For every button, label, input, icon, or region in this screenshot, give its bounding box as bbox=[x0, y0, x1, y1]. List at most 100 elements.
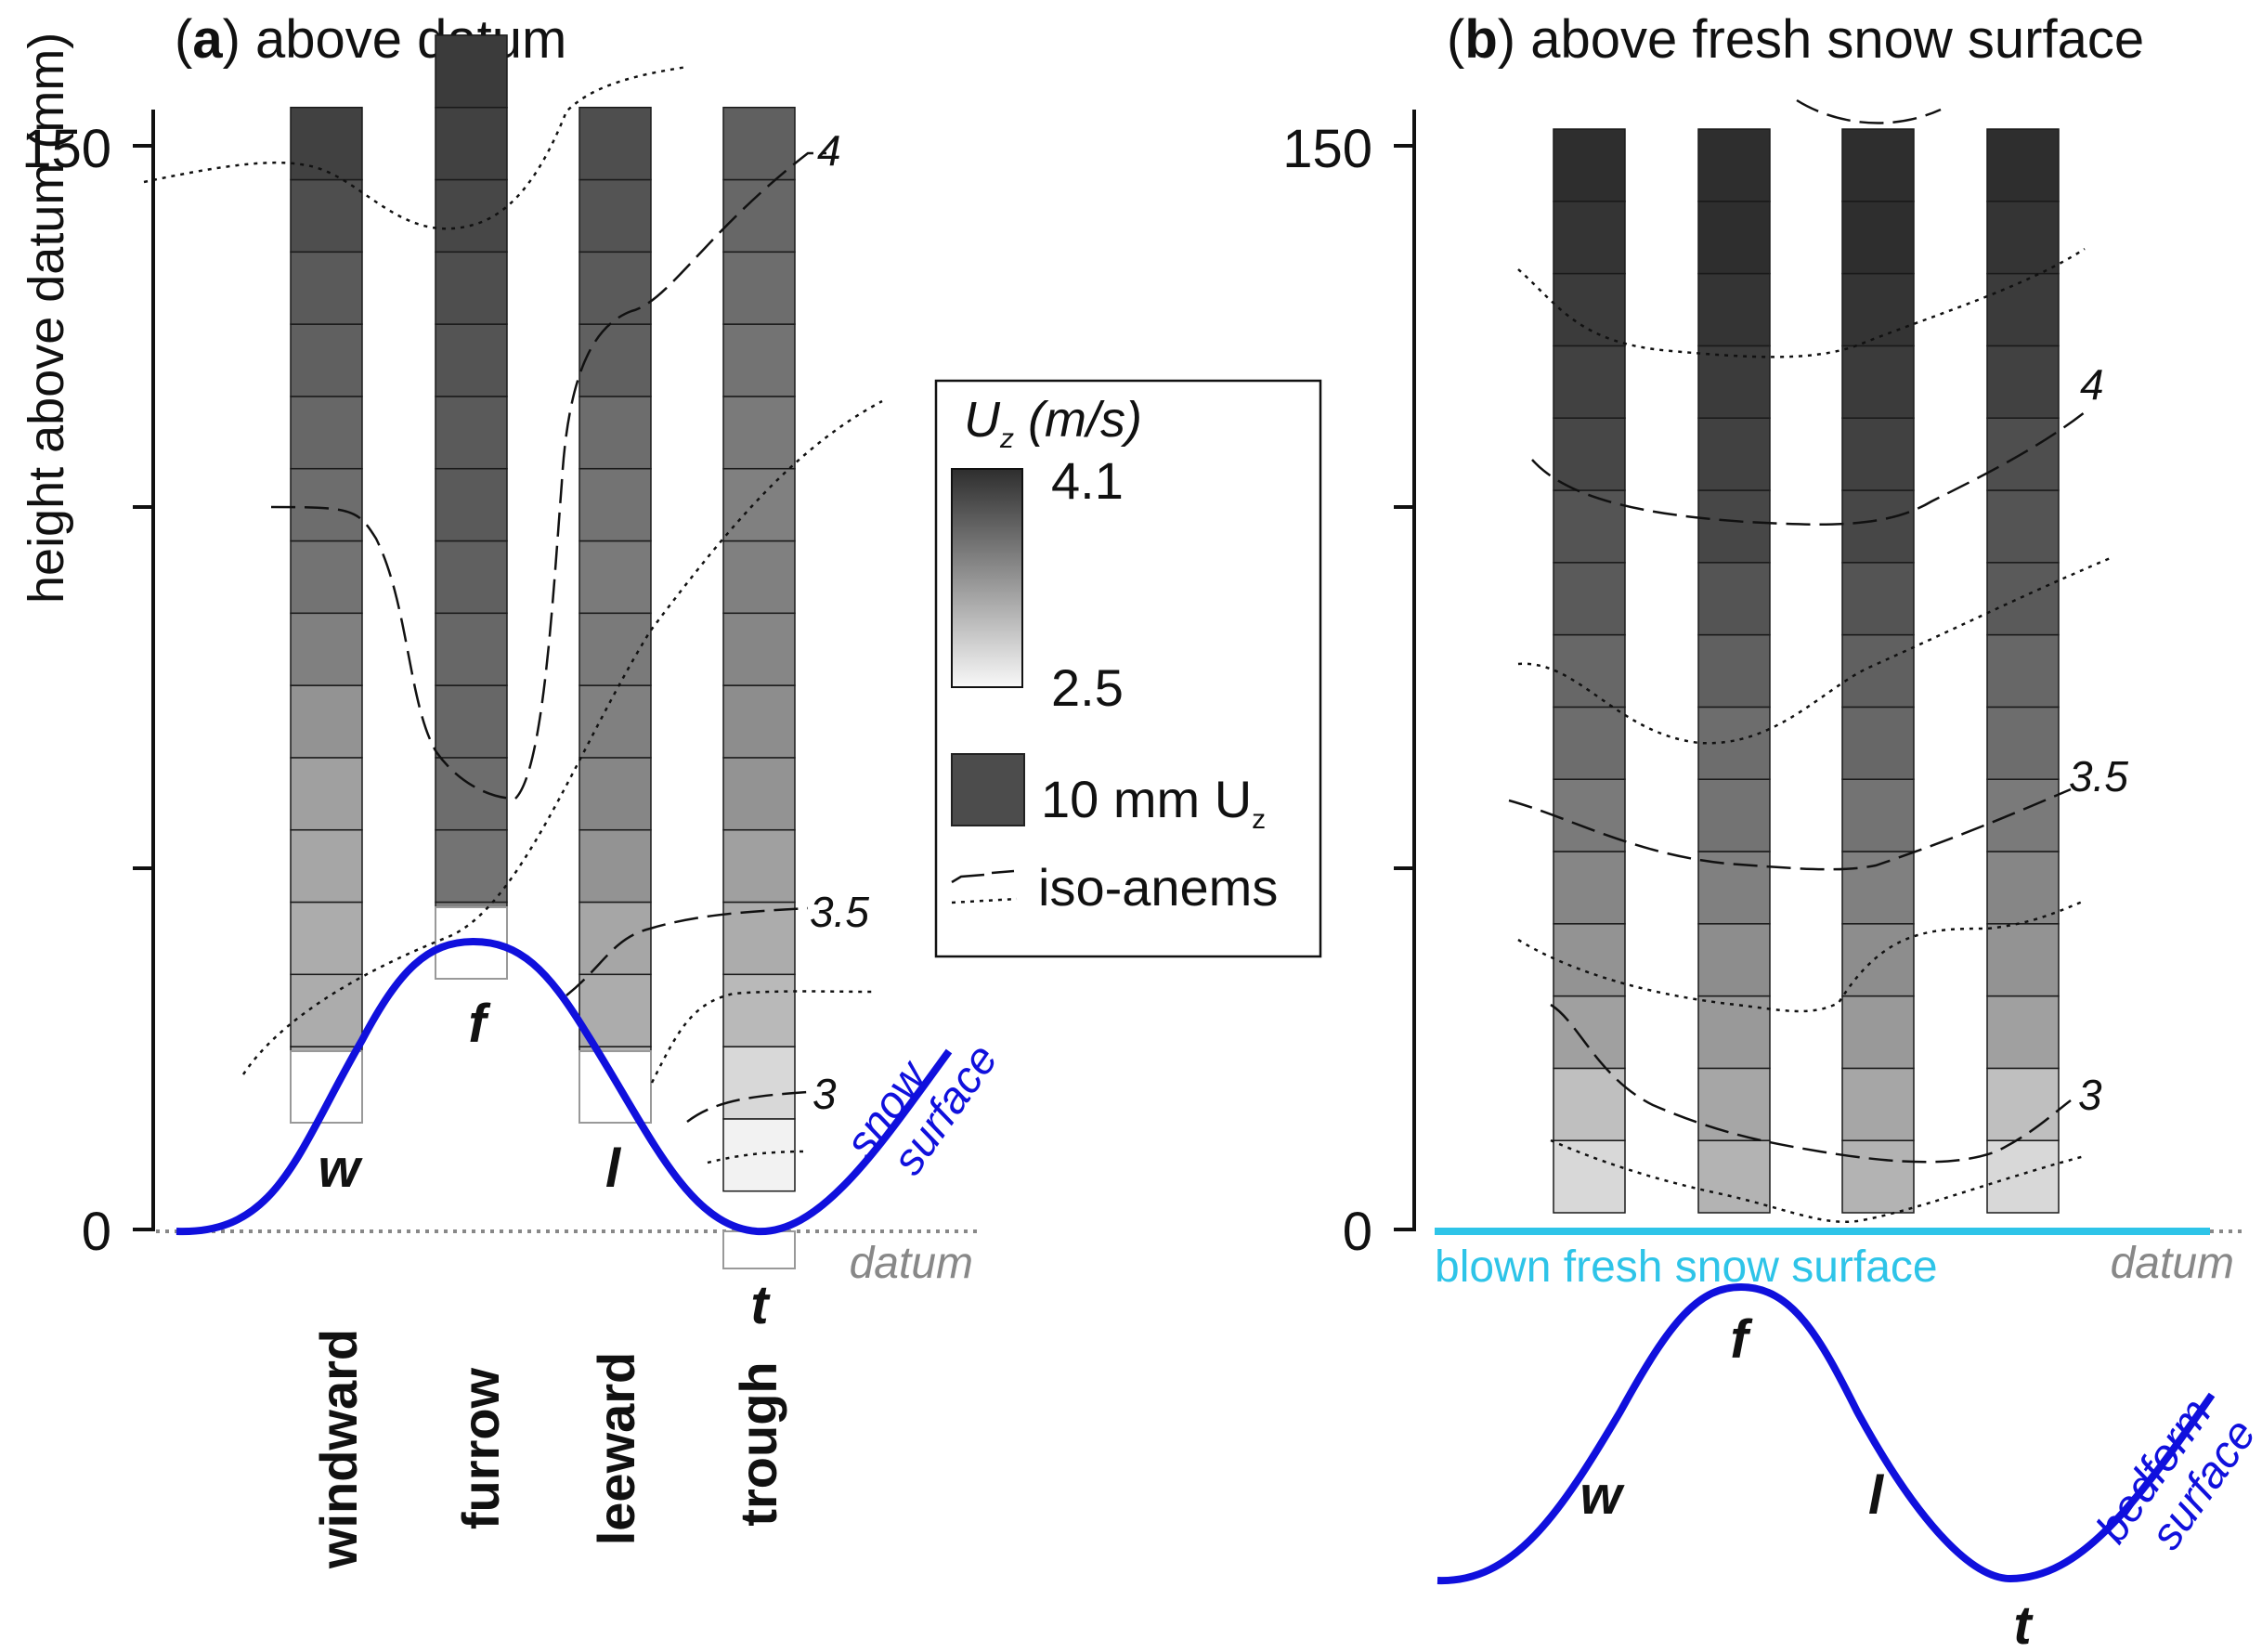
legend-max-label: 4.1 bbox=[1051, 451, 1124, 510]
heat-cell-b-t-12 bbox=[1986, 272, 2060, 347]
heat-cell-a-f-9 bbox=[435, 251, 508, 325]
heat-cell-b-t-1 bbox=[1986, 1067, 2060, 1141]
heat-cell-a-f-2 bbox=[435, 757, 508, 831]
heat-cell-b-f-1 bbox=[1697, 1067, 1771, 1141]
datum-label-a: datum bbox=[850, 1239, 973, 1288]
heat-cell-b-l-0 bbox=[1841, 1139, 1915, 1214]
heat-cell-b-l-3 bbox=[1841, 923, 1915, 997]
heat-cell-a-w-12 bbox=[290, 178, 363, 254]
heat-cell-a-w-6 bbox=[290, 612, 363, 686]
cells-panel-b bbox=[1553, 128, 2060, 1214]
heat-cell-a-l-13 bbox=[578, 106, 652, 181]
isoanem-a-3-5 bbox=[566, 906, 809, 996]
heat-cell-b-w-7 bbox=[1553, 633, 1626, 709]
heat-cell-b-f-8 bbox=[1697, 562, 1771, 636]
heat-cell-a-t-10 bbox=[722, 396, 796, 470]
heat-cell-a-l-11 bbox=[578, 251, 652, 325]
heat-cell-b-w-6 bbox=[1553, 706, 1626, 780]
heat-cell-a-t-3 bbox=[722, 901, 796, 976]
isoanem-a-4 bbox=[270, 151, 826, 800]
heat-cell-b-f-13 bbox=[1697, 201, 1771, 275]
heat-cell-a-w-4 bbox=[290, 757, 363, 831]
heat-cell-b-l-1 bbox=[1841, 1067, 1915, 1141]
heat-cell-b-l-4 bbox=[1841, 851, 1915, 925]
heat-cell-b-l-5 bbox=[1841, 778, 1915, 852]
heat-cell-a-t-7 bbox=[722, 612, 796, 686]
heat-cell-b-l-7 bbox=[1841, 633, 1915, 709]
heat-cell-b-w-1 bbox=[1553, 1067, 1626, 1141]
heat-cell-b-l-13 bbox=[1841, 201, 1915, 275]
isoanem-label-a-3-5: 3.5 bbox=[810, 888, 869, 936]
panel-a: (a) above datum height above datum (mm) … bbox=[19, 9, 1008, 1569]
heat-cell-b-l-8 bbox=[1841, 562, 1915, 636]
heat-cell-a-w-11 bbox=[290, 251, 363, 325]
heat-cell-b-f-10 bbox=[1697, 417, 1771, 491]
heat-cell-b-t-3 bbox=[1986, 923, 2060, 997]
heat-cell-b-w-12 bbox=[1553, 272, 1626, 347]
legend-min-label: 2.5 bbox=[1051, 658, 1124, 717]
heat-cell-a-t-12 bbox=[722, 251, 796, 325]
heat-cell-b-w-4 bbox=[1553, 851, 1626, 925]
heat-cell-a-f-5 bbox=[435, 540, 508, 615]
heat-cell-a-w-1 bbox=[290, 973, 363, 1047]
code-f-a: f bbox=[468, 994, 491, 1054]
code-w-b: w bbox=[1580, 1465, 1625, 1526]
heat-cell-a-t-0 bbox=[722, 1118, 796, 1192]
isoanem-a-dotted-low bbox=[650, 990, 874, 1084]
heat-cell-a-l-2 bbox=[578, 901, 652, 976]
isoanem-b-dotted-3 bbox=[1517, 899, 2086, 1013]
heat-cell-a-f-10 bbox=[435, 178, 508, 254]
legend-dotted-sample bbox=[951, 897, 1018, 904]
legend-colorbar bbox=[951, 468, 1023, 688]
heat-cell-a-t-11 bbox=[722, 323, 796, 397]
heat-cell-a-t-2 bbox=[722, 973, 796, 1047]
isoanem-label-b-3-5: 3.5 bbox=[2069, 752, 2128, 800]
isoanem-label-a-3: 3 bbox=[812, 1070, 837, 1118]
legend-swatch bbox=[951, 753, 1025, 826]
heat-cell-b-w-10 bbox=[1553, 417, 1626, 491]
heat-cell-a-l-6 bbox=[578, 612, 652, 686]
heat-cell-a-t-9 bbox=[722, 467, 796, 542]
heat-cell-a-t-13 bbox=[722, 178, 796, 254]
heat-cell-a-w-13 bbox=[290, 106, 363, 181]
heat-cell-b-l-14 bbox=[1841, 128, 1915, 202]
heat-cell-a-t-1 bbox=[722, 1046, 796, 1120]
heat-cell-b-t-6 bbox=[1986, 706, 2060, 780]
heat-cell-a-l-5 bbox=[578, 684, 652, 759]
heat-cell-a-f-3 bbox=[435, 684, 508, 759]
heat-cell-b-t-7 bbox=[1986, 633, 2060, 709]
heat-cell-b-w-14 bbox=[1553, 128, 1626, 202]
isoanem-a-3 bbox=[686, 1090, 809, 1123]
datum-label-b: datum bbox=[2111, 1239, 2234, 1288]
heat-cell-a-w-5 bbox=[290, 684, 363, 759]
legend-swatch-label: 10 mm Uz bbox=[1041, 770, 1266, 835]
legend: Uz (m/s) 4.1 2.5 10 mm Uz iso-anems bbox=[934, 379, 1322, 958]
code-t-a: t bbox=[750, 1275, 771, 1335]
heat-cell-b-t-5 bbox=[1986, 778, 2060, 852]
heat-cell-b-w-8 bbox=[1553, 562, 1626, 636]
heat-cell-b-w-3 bbox=[1553, 923, 1626, 997]
heat-cell-a-l-10 bbox=[578, 323, 652, 397]
heat-cell-b-f-0 bbox=[1697, 1139, 1771, 1214]
isoanem-b-3-5 bbox=[1508, 787, 2072, 871]
y-tick-label-0-a: 0 bbox=[82, 1202, 111, 1262]
fresh-snow-surface-label: blown fresh snow surface bbox=[1435, 1242, 1938, 1292]
column-name-leeward: leeward bbox=[587, 1352, 645, 1546]
bedform-surface-curve bbox=[1436, 1282, 2216, 1585]
y-axis-label: height above datum (mm) bbox=[19, 33, 74, 604]
heat-cell-a-t-5 bbox=[722, 757, 796, 831]
heat-cell-a-f-1 bbox=[435, 828, 508, 904]
bedform-surface-label: bedformsurface bbox=[2087, 1383, 2262, 1580]
heat-cell-b-t-2 bbox=[1986, 995, 2060, 1070]
cells-panel-a bbox=[290, 34, 796, 1192]
heat-cell-a-w-10 bbox=[290, 323, 363, 397]
isoanem-label-a-4: 4 bbox=[817, 126, 841, 175]
heat-cell-a-l-7 bbox=[578, 540, 652, 615]
heat-cell-a-w-9 bbox=[290, 396, 363, 470]
heat-cell-b-t-0 bbox=[1986, 1139, 2060, 1214]
heat-cell-a-t-8 bbox=[722, 540, 796, 615]
heat-cell-b-w-0 bbox=[1553, 1139, 1626, 1214]
isoanem-b-dotted-4 bbox=[1550, 1138, 2086, 1223]
snow-surface-curve bbox=[176, 937, 953, 1236]
heat-cell-a-t-6 bbox=[722, 684, 796, 759]
